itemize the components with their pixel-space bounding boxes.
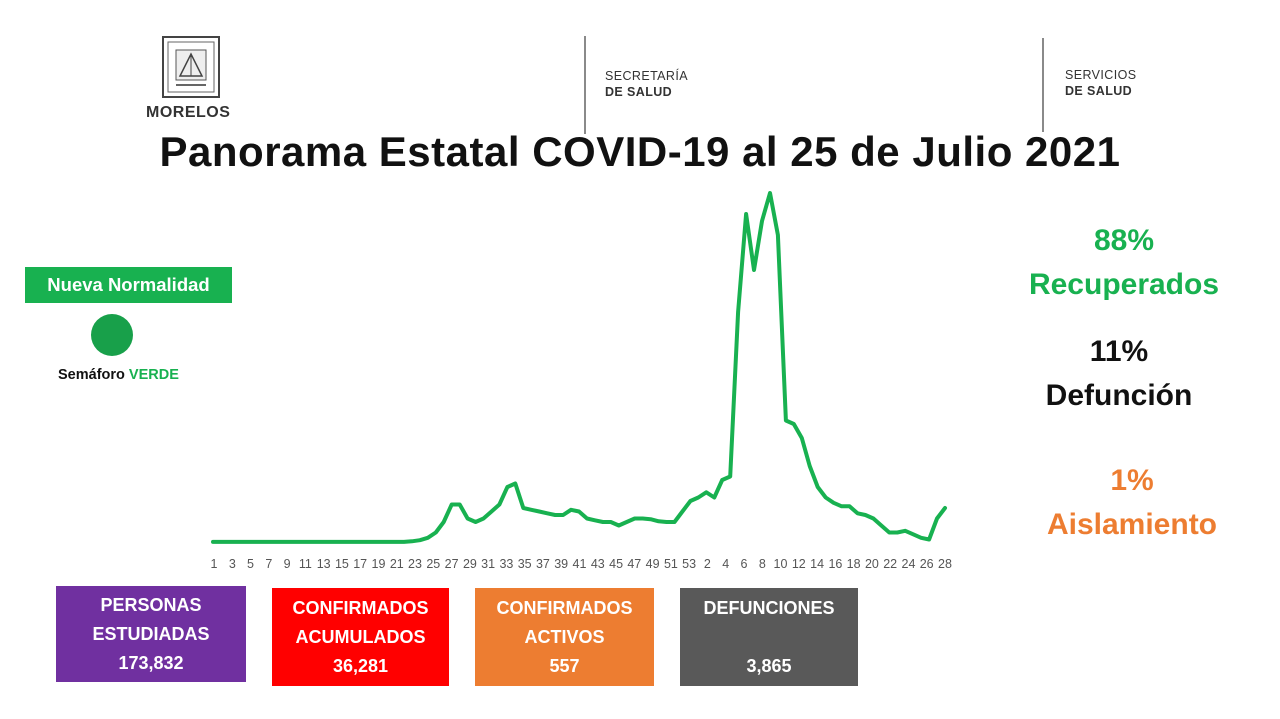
- x-tick-label: 39: [554, 557, 568, 571]
- card-active-value: 557: [549, 656, 580, 676]
- card-active-line2: ACTIVOS: [524, 627, 605, 647]
- card-studied-line1: PERSONAS: [100, 595, 202, 615]
- x-tick-label: 49: [646, 557, 660, 571]
- x-tick-label: 5: [247, 557, 254, 571]
- agency-secretaria-de-salud: SECRETARÍA DE SALUD: [605, 68, 688, 100]
- card-defunciones: DEFUNCIONES 3,865: [680, 588, 858, 686]
- agency-servicios-de-salud: SERVICIOS DE SALUD: [1065, 67, 1136, 99]
- x-tick-label: 45: [609, 557, 623, 571]
- page-title: Panorama Estatal COVID-19 al 25 de Julio…: [159, 128, 1121, 175]
- x-tick-label: 18: [847, 557, 861, 571]
- card-deaths-spacer: [680, 623, 858, 652]
- x-tick-label: 17: [353, 557, 367, 571]
- x-tick-label: 51: [664, 557, 678, 571]
- stat-isolation: 1% Aislamiento: [1012, 459, 1252, 547]
- x-tick-label: 43: [591, 557, 605, 571]
- morelos-state-seal-icon: [162, 36, 220, 98]
- agency1-line2: DE SALUD: [605, 85, 673, 99]
- cases-line-chart: 1 3 5 7 9 11 13 15 17 19 21 23 25 27 29 31 33 35 37 39 41 43 4…: [211, 191, 952, 571]
- card-confirmed-line1: CONFIRMADOS: [292, 598, 429, 618]
- x-tick-label: 25: [426, 557, 440, 571]
- header-divider-2: [1042, 38, 1044, 132]
- card-confirmados-acumulados: CONFIRMADOS ACUMULADOS 36,281: [272, 588, 449, 686]
- card-deaths-line1: DEFUNCIONES: [703, 598, 835, 618]
- card-studied-value: 173,832: [118, 653, 184, 673]
- x-tick-label: 2: [704, 557, 711, 571]
- semaforo-label: Semáforo VERDE: [58, 367, 179, 383]
- stat-deaths: 11% Defunción: [999, 330, 1239, 418]
- x-tick-label: 47: [627, 557, 641, 571]
- nueva-normalidad-badge: Nueva Normalidad: [25, 267, 232, 303]
- x-tick-label: 23: [408, 557, 422, 571]
- stat-isolation-label: Aislamiento: [1046, 508, 1218, 541]
- x-tick-label: 21: [390, 557, 404, 571]
- traffic-light-green-icon: [91, 314, 133, 356]
- x-tick-label: 14: [810, 557, 824, 571]
- x-tick-label: 26: [920, 557, 934, 571]
- card-confirmed-value: 36,281: [332, 656, 389, 676]
- card-personas-estudiadas: PERSONAS ESTUDIADAS 173,832: [56, 586, 246, 682]
- card-studied-line2: ESTUDIADAS: [92, 624, 210, 644]
- stat-recovered-label: Recuperados: [1028, 268, 1220, 301]
- x-tick-label: 6: [741, 557, 748, 571]
- stat-recovered-pct: 88%: [1093, 224, 1155, 257]
- card-confirmed-line2: ACUMULADOS: [295, 627, 426, 647]
- x-tick-label: 28: [938, 557, 952, 571]
- x-tick-label: 20: [865, 557, 879, 571]
- stat-deaths-label: Defunción: [1045, 379, 1193, 412]
- header-divider: [584, 36, 586, 134]
- x-tick-label: 8: [759, 557, 766, 571]
- x-tick-label: 9: [284, 557, 291, 571]
- morelos-logo: [150, 34, 236, 120]
- x-tick-label: 13: [317, 557, 331, 571]
- semaforo-status: VERDE: [128, 367, 179, 383]
- x-tick-label: 10: [774, 557, 788, 571]
- x-tick-label: 16: [828, 557, 842, 571]
- x-tick-label: 31: [481, 557, 495, 571]
- agency1-line1: SECRETARÍA: [605, 69, 688, 83]
- stat-recovered: 88% Recuperados: [1004, 219, 1244, 307]
- x-tick-label: 35: [518, 557, 532, 571]
- x-tick-label: 53: [682, 557, 696, 571]
- x-tick-label: 24: [902, 557, 916, 571]
- x-tick-label: 4: [722, 557, 729, 571]
- x-tick-label: 15: [335, 557, 349, 571]
- x-tick-label: 12: [792, 557, 806, 571]
- agency2-line1: SERVICIOS: [1065, 68, 1137, 82]
- x-tick-label: 19: [372, 557, 386, 571]
- semaforo-text: Semáforo: [58, 367, 125, 383]
- x-tick-label: 22: [883, 557, 897, 571]
- x-tick-label: 37: [536, 557, 550, 571]
- x-tick-label: 11: [299, 557, 312, 571]
- series-line: [211, 191, 947, 544]
- x-tick-label: 29: [463, 557, 477, 571]
- card-deaths-value: 3,865: [746, 656, 792, 676]
- x-axis-ticks: 1 3 5 7 9 11 13 15 17 19 21 23 25 27 29 31 33 35 37 39 41 43 4…: [211, 557, 952, 571]
- x-tick-label: 3: [229, 557, 236, 571]
- x-tick-label: 1: [211, 557, 218, 571]
- x-tick-label: 41: [573, 557, 587, 571]
- agency2-line2: DE SALUD: [1065, 84, 1133, 98]
- card-active-line1: CONFIRMADOS: [496, 598, 633, 618]
- chart-plot-area: [211, 191, 947, 544]
- stat-deaths-pct: 11%: [1089, 335, 1149, 368]
- x-tick-label: 7: [265, 557, 272, 571]
- x-tick-label: 27: [445, 557, 459, 571]
- state-label: MORELOS: [146, 104, 231, 121]
- stat-isolation-pct: 1%: [1110, 464, 1154, 497]
- x-tick-label: 33: [499, 557, 513, 571]
- card-confirmados-activos: CONFIRMADOS ACTIVOS 557: [475, 588, 654, 686]
